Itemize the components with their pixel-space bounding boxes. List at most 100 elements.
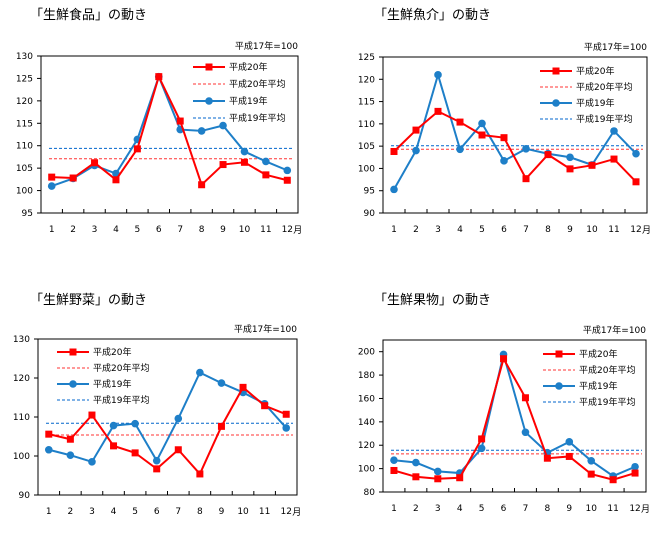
x-tick-label: 9 <box>567 225 573 235</box>
data-point <box>155 73 163 81</box>
legend-label: 平成19年平均 <box>229 112 285 124</box>
legend-marker <box>205 63 213 71</box>
base-year-note: 平成17年=100 <box>584 41 647 53</box>
data-point <box>283 176 291 184</box>
data-point <box>44 445 53 454</box>
data-point <box>69 174 77 182</box>
legend-label: 平成19年 <box>93 378 131 390</box>
data-point <box>434 71 442 79</box>
x-unit-label: 月 <box>642 225 651 236</box>
data-point <box>522 145 530 153</box>
data-point <box>412 126 420 134</box>
x-unit-label: 月 <box>641 504 650 515</box>
data-point <box>609 476 617 484</box>
data-point <box>240 147 249 156</box>
legend-label: 平成19年平均 <box>579 396 635 408</box>
x-tick-label: 6 <box>501 225 507 235</box>
data-point <box>174 446 182 454</box>
x-tick-label: 1 <box>391 504 397 514</box>
x-unit-label: 月 <box>293 225 302 236</box>
x-tick-label: 5 <box>479 504 485 514</box>
data-point <box>240 158 248 166</box>
legend-label: 平成19年 <box>576 97 614 109</box>
data-point <box>500 134 508 142</box>
data-point <box>262 171 270 179</box>
y-tick-label: 180 <box>358 371 375 381</box>
legend-label: 平成20年 <box>93 346 131 358</box>
x-tick-label: 12 <box>280 507 291 517</box>
x-tick-label: 4 <box>457 504 463 514</box>
x-tick-label: 2 <box>413 504 419 514</box>
data-point <box>262 157 270 166</box>
data-point <box>412 458 420 467</box>
legend-marker <box>205 97 213 105</box>
data-point <box>544 151 552 159</box>
x-tick-label: 9 <box>566 504 572 514</box>
data-point <box>610 155 618 163</box>
data-point <box>587 456 596 465</box>
x-tick-label: 5 <box>132 507 138 517</box>
y-tick-label: 130 <box>16 52 33 62</box>
data-point <box>412 146 420 155</box>
x-tick-label: 8 <box>197 507 203 517</box>
data-point <box>48 173 56 181</box>
data-point <box>66 435 74 443</box>
data-point <box>282 424 291 432</box>
y-tick-label: 100 <box>16 187 33 197</box>
data-point <box>390 466 398 474</box>
data-point <box>91 159 99 167</box>
data-point <box>412 473 420 481</box>
y-tick-label: 95 <box>22 209 33 219</box>
data-point <box>631 469 639 477</box>
plot-frame <box>37 338 298 496</box>
data-point <box>521 428 530 437</box>
data-point <box>456 145 464 154</box>
x-tick-label: 4 <box>113 225 119 235</box>
chart-title-fresh-fish: 「生鮮魚介」の動き <box>374 8 492 23</box>
x-tick-label: 10 <box>237 507 249 517</box>
data-point <box>478 119 486 128</box>
x-tick-label: 1 <box>49 225 55 235</box>
x-tick-label: 7 <box>175 507 181 517</box>
data-point <box>196 470 204 478</box>
data-point <box>434 107 442 115</box>
y-tick-label: 105 <box>16 164 33 174</box>
data-point <box>521 394 529 402</box>
data-point <box>456 474 464 482</box>
x-tick-label: 1 <box>46 507 52 517</box>
x-tick-label: 7 <box>523 225 529 235</box>
y-tick-label: 80 <box>364 488 376 498</box>
x-tick-label: 4 <box>111 507 117 517</box>
plot-frame <box>382 56 648 214</box>
data-point <box>566 153 574 162</box>
legend-marker <box>555 350 563 358</box>
y-tick-label: 115 <box>358 98 375 108</box>
x-tick-label: 6 <box>501 504 507 514</box>
data-point <box>133 145 141 153</box>
data-point <box>610 127 618 135</box>
y-tick-label: 140 <box>358 418 375 428</box>
data-point <box>219 161 227 169</box>
x-tick-label: 3 <box>92 225 98 235</box>
x-tick-label: 8 <box>545 225 551 235</box>
legend-marker <box>69 348 77 356</box>
legend-label: 平成20年 <box>229 61 267 73</box>
x-tick-label: 11 <box>260 225 271 235</box>
legend-label: 平成19年平均 <box>576 113 632 125</box>
data-point <box>217 379 226 387</box>
data-point <box>390 185 398 194</box>
x-tick-label: 5 <box>135 225 141 235</box>
x-tick-label: 2 <box>413 225 419 235</box>
legend-label: 平成20年 <box>579 348 617 360</box>
base-year-note: 平成17年=100 <box>234 323 297 335</box>
data-point <box>196 368 204 377</box>
legend-label: 平成20年平均 <box>576 81 632 93</box>
data-point <box>47 182 56 190</box>
y-tick-label: 110 <box>358 120 375 130</box>
data-point <box>566 165 574 173</box>
data-point <box>500 157 508 165</box>
x-tick-label: 2 <box>68 507 74 517</box>
data-point <box>88 458 96 466</box>
